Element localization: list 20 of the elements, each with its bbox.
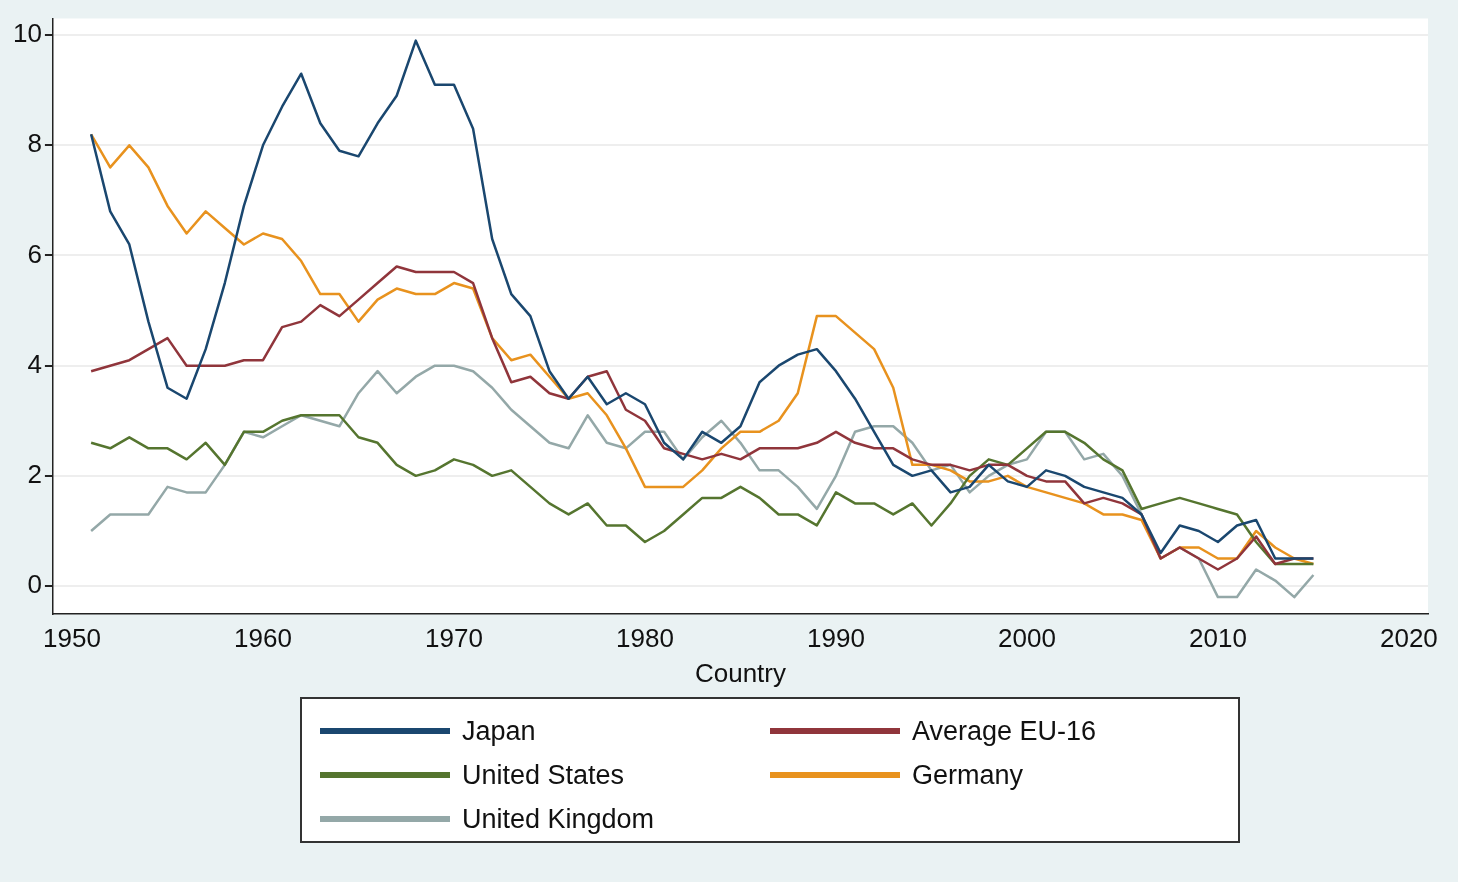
x-tick-label: 1980 (616, 623, 674, 654)
legend-label: Japan (462, 715, 536, 747)
y-tick-label: 10 (13, 18, 42, 49)
x-axis-title: Country (694, 657, 786, 688)
x-tick-label: 2000 (998, 623, 1056, 654)
y-tick-label: 2 (27, 459, 42, 490)
legend-label: Germany (912, 759, 1024, 791)
legend-label: Average EU-16 (912, 715, 1097, 747)
x-tick-label: 2010 (1189, 623, 1247, 654)
x-tick-label: 1960 (234, 623, 292, 654)
y-tick-label: 8 (27, 128, 42, 159)
y-tick-label: 4 (27, 348, 42, 379)
x-tick-label: 1970 (425, 623, 483, 654)
legend-label: United Kingdom (462, 803, 655, 835)
x-tick-label: 2020 (1379, 623, 1438, 654)
y-tick-label: 0 (27, 569, 42, 600)
x-tick-label: 1990 (807, 623, 865, 654)
x-tick-label: 1950 (43, 623, 101, 654)
y-tick-label: 6 (27, 238, 42, 269)
legend-label: United States (462, 759, 625, 791)
